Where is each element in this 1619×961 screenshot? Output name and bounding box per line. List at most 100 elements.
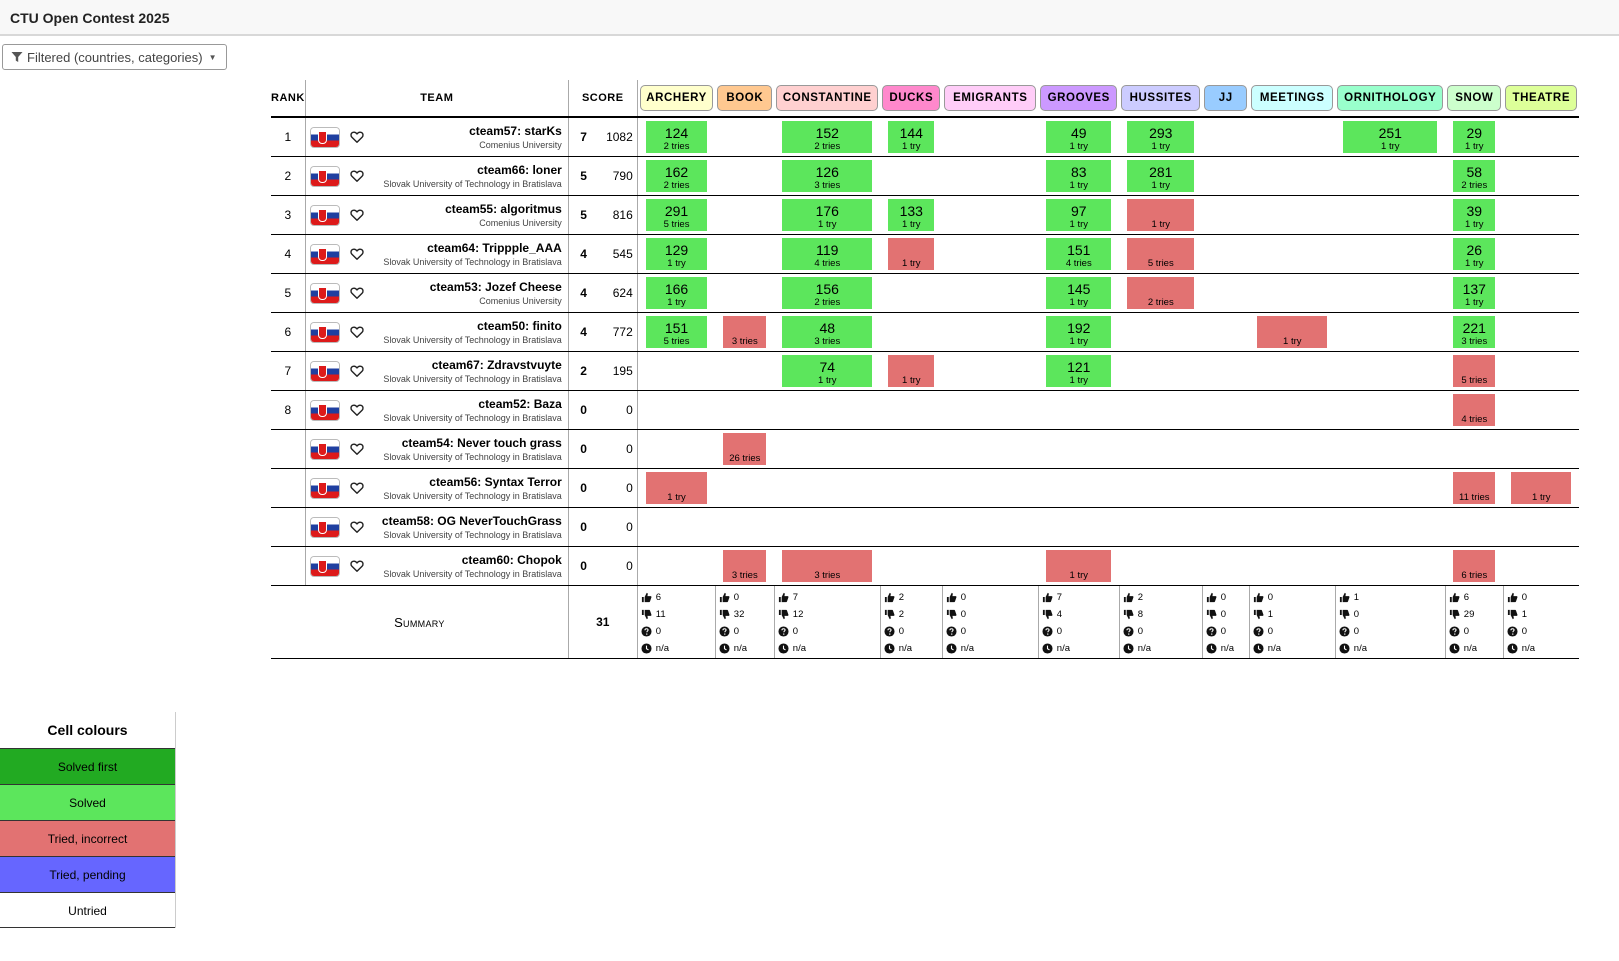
solved-cell[interactable]: 281 1 try [1127, 160, 1195, 192]
solved-cell[interactable]: 48 3 tries [782, 316, 873, 348]
incorrect-cell[interactable]: 2 tries [1127, 277, 1195, 309]
heart-icon[interactable] [350, 364, 364, 378]
solved-cell[interactable]: 166 1 try [645, 277, 708, 309]
problem-badge-constantine[interactable]: CONSTANTINE [776, 85, 879, 111]
solved-cell[interactable]: 221 3 tries [1453, 316, 1496, 348]
heart-icon[interactable] [350, 286, 364, 300]
incorrect-cell[interactable]: 1 try [888, 238, 935, 270]
solved-cell[interactable]: 291 5 tries [645, 199, 708, 231]
incorrect-cell[interactable]: 1 try [1127, 199, 1195, 231]
problem-badge-theatre[interactable]: THEATRE [1505, 85, 1578, 111]
solved-cell[interactable]: 129 1 try [645, 238, 708, 270]
solved-cell[interactable]: 152 2 tries [782, 121, 873, 153]
stat-value: 0 [898, 625, 905, 637]
solved-cell[interactable]: 151 5 tries [645, 316, 708, 348]
problem-badge-hussites[interactable]: HUSSITES [1121, 85, 1201, 111]
favorite-cell [343, 156, 372, 196]
problem-cell: 2 tries [1119, 273, 1203, 313]
solved-cell[interactable]: 251 1 try [1343, 121, 1438, 153]
heart-icon[interactable] [350, 559, 364, 573]
problem-badge-grooves[interactable]: GROOVES [1040, 85, 1118, 111]
solved-cell[interactable]: 176 1 try [782, 199, 873, 231]
solved-cell[interactable]: 137 1 try [1453, 277, 1496, 309]
problem-badge-ornithology[interactable]: ORNITHOLOGY [1337, 85, 1444, 111]
stat-value: n/a [1463, 642, 1477, 654]
solved-cell[interactable]: 156 2 tries [782, 277, 873, 309]
solved-cell[interactable]: 26 1 try [1453, 238, 1496, 270]
problem-cell: 58 2 tries [1445, 156, 1504, 196]
incorrect-cell[interactable]: 6 tries [1453, 550, 1496, 582]
solved-cell[interactable]: 124 2 tries [645, 121, 708, 153]
contest-title[interactable]: CTU Open Contest 2025 [10, 10, 170, 26]
problem-badge-archery[interactable]: ARCHERY [639, 85, 714, 111]
solved-cell[interactable]: 29 1 try [1453, 121, 1496, 153]
incorrect-cell[interactable]: 3 tries [723, 550, 767, 582]
solved-cell[interactable]: 58 2 tries [1453, 160, 1496, 192]
team-name[interactable]: cteam56: Syntax Terror [429, 474, 562, 489]
team-name[interactable]: cteam58: OG NeverTouchGrass [381, 513, 562, 528]
problem-badge-book[interactable]: BOOK [717, 85, 773, 111]
team-name[interactable]: cteam55: algoritmus [445, 201, 562, 216]
team-cell: cteam60: Chopok Slovak University of Tech… [371, 546, 569, 586]
incorrect-cell[interactable]: 5 tries [1127, 238, 1195, 270]
incorrect-cell[interactable]: 3 tries [782, 550, 873, 582]
problem-cell: 1 try [1119, 195, 1203, 235]
solved-cell[interactable]: 126 3 tries [782, 160, 873, 192]
solved-cell[interactable]: 162 2 tries [645, 160, 708, 192]
team-name[interactable]: cteam54: Never touch grass [401, 435, 562, 450]
incorrect-cell[interactable]: 1 try [1511, 472, 1572, 504]
problem-badge-meetings[interactable]: MEETINGS [1251, 85, 1334, 111]
solved-cell[interactable]: 293 1 try [1127, 121, 1195, 153]
heart-icon[interactable] [350, 442, 364, 456]
team-name[interactable]: cteam64: Trippple_AAA [427, 240, 562, 255]
incorrect-cell[interactable]: 11 tries [1453, 472, 1496, 504]
solved-cell[interactable]: 74 1 try [782, 355, 873, 387]
solved-cell[interactable]: 121 1 try [1046, 355, 1112, 387]
heart-icon[interactable] [350, 130, 364, 144]
problem-cell [637, 390, 716, 430]
incorrect-cell[interactable]: 1 try [645, 472, 708, 504]
incorrect-cell[interactable]: 1 try [1046, 550, 1112, 582]
team-name[interactable]: cteam53: Jozef Cheese [429, 279, 562, 294]
team-name[interactable]: cteam52: Baza [478, 396, 562, 411]
problem-badge-jj[interactable]: JJ [1204, 85, 1248, 111]
team-name[interactable]: cteam66: loner [477, 162, 562, 177]
solved-cell[interactable]: 144 1 try [888, 121, 935, 153]
heart-icon[interactable] [350, 403, 364, 417]
stat-value: 0 [1220, 625, 1227, 637]
incorrect-cell[interactable]: 26 tries [723, 433, 767, 465]
solved-cell[interactable]: 97 1 try [1046, 199, 1112, 231]
incorrect-cell[interactable]: 1 try [1257, 316, 1328, 348]
filter-dropdown-button[interactable]: Filtered (countries, categories) ▼ [2, 44, 227, 70]
solved-cell[interactable]: 145 1 try [1046, 277, 1112, 309]
solved-cell[interactable]: 83 1 try [1046, 160, 1112, 192]
team-name[interactable]: cteam50: finito [477, 318, 562, 333]
incorrect-cell[interactable]: 4 tries [1453, 394, 1496, 426]
heart-icon[interactable] [350, 325, 364, 339]
team-name[interactable]: cteam57: starKs [469, 123, 562, 138]
solved-cell[interactable]: 151 4 tries [1046, 238, 1112, 270]
problem-cell [1119, 468, 1203, 508]
solved-cell[interactable]: 192 1 try [1046, 316, 1112, 348]
solved-cell[interactable]: 49 1 try [1046, 121, 1112, 153]
heart-icon[interactable] [350, 208, 364, 222]
problem-badge-emigrants[interactable]: EMIGRANTS [944, 85, 1037, 111]
incorrect-cell[interactable]: 1 try [888, 355, 935, 387]
incorrect-cell[interactable]: 3 tries [723, 316, 767, 348]
solve-time: 121 [1067, 359, 1091, 375]
incorrect-cell[interactable]: 5 tries [1453, 355, 1496, 387]
problem-badge-ducks[interactable]: DUCKS [882, 85, 941, 111]
solved-cell[interactable]: 133 1 try [888, 199, 935, 231]
solved-cell[interactable]: 119 4 tries [782, 238, 873, 270]
problem-badge-snow[interactable]: SNOW [1447, 85, 1502, 111]
team-name[interactable]: cteam67: Zdravstvuyte [431, 357, 562, 372]
clock-icon [946, 642, 957, 654]
heart-icon[interactable] [350, 481, 364, 495]
heart-icon[interactable] [350, 169, 364, 183]
team-name[interactable]: cteam60: Chopok [461, 552, 562, 567]
solved-count: 5 [568, 195, 599, 235]
solved-cell[interactable]: 39 1 try [1453, 199, 1496, 231]
heart-icon[interactable] [350, 247, 364, 261]
problem-cell [1249, 273, 1336, 313]
heart-icon[interactable] [350, 520, 364, 534]
